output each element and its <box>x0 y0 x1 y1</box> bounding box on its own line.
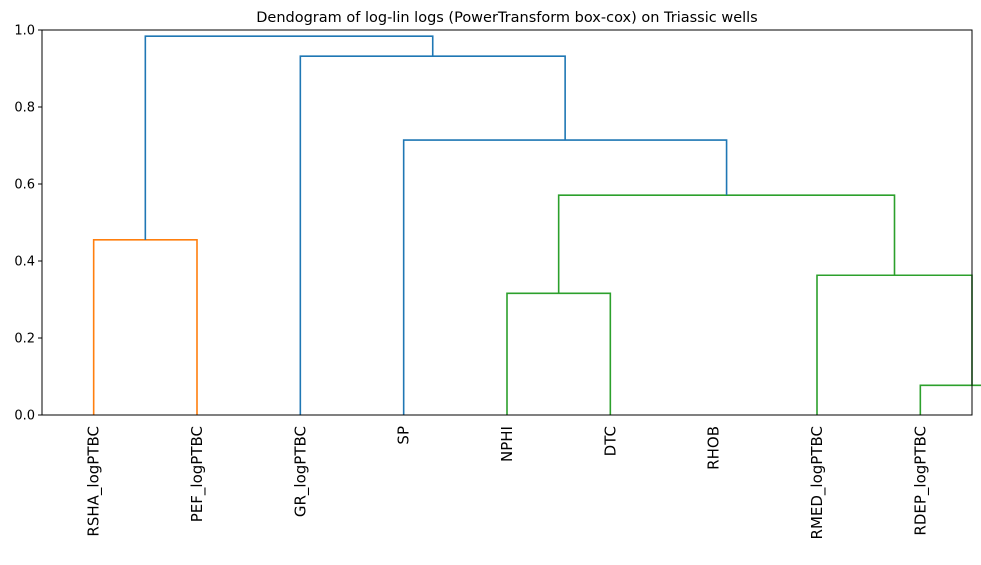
x-tick-label: RHOB <box>705 426 723 470</box>
x-tick-label: RSHA_logPTBC <box>85 426 104 537</box>
chart-title: Dendogram of log-lin logs (PowerTransfor… <box>256 10 757 26</box>
x-tick-label: RDEP_logPTBC <box>911 426 930 536</box>
dendrogram-link-8 <box>144 35 434 240</box>
dendrogram-link-4 <box>557 194 896 294</box>
x-tick-label: NPHI <box>498 426 516 462</box>
dendrogram-link-3 <box>506 292 612 415</box>
dendrogram-link-2 <box>816 274 973 415</box>
x-tick-label: PEF_logPTBC <box>188 426 207 522</box>
dendrogram-link-6 <box>299 55 566 415</box>
y-tick-label: 0.6 <box>14 178 35 193</box>
x-tick-label: SP <box>395 426 413 445</box>
y-axis: 0.0 0.2 0.4 0.6 0.8 1.0 <box>14 24 42 424</box>
y-tick-label: 0.0 <box>14 409 35 424</box>
y-tick-label: 0.2 <box>14 332 35 347</box>
plot-frame <box>41 29 973 416</box>
dendrogram-links <box>92 35 981 415</box>
y-tick-label: 1.0 <box>14 24 35 39</box>
dendrogram-link-7 <box>92 239 198 415</box>
x-tick-label: RMED_logPTBC <box>808 426 827 539</box>
x-tick-label: DTC <box>601 426 619 456</box>
x-axis: RSHA_logPTBC PEF_logPTBC GR_logPTBC SP NPHI D… <box>85 426 931 539</box>
y-tick-label: 0.4 <box>14 255 35 270</box>
dendrogram-link-5 <box>402 139 728 415</box>
x-tick-label: GR_logPTBC <box>291 426 310 517</box>
y-tick-label: 0.8 <box>14 101 35 116</box>
